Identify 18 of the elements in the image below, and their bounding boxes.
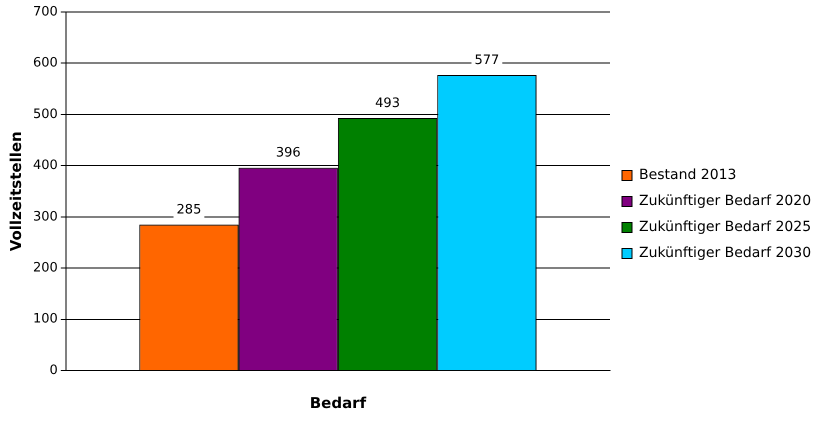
y-tick-label: 100: [32, 312, 58, 327]
y-tick-label: 400: [32, 158, 58, 174]
data-label: 396: [276, 146, 301, 161]
legend-label: Zukünftiger Bedarf 2030: [639, 245, 812, 262]
legend-label: Bestand 2013: [639, 167, 736, 184]
y-axis-title: Vollzeitstellen: [6, 131, 25, 252]
y-tick-label: 200: [32, 260, 58, 276]
y-tick-label: 300: [32, 209, 58, 224]
y-tick-label: 0: [50, 362, 58, 378]
y-tick-label: 600: [32, 56, 58, 71]
legend-label: Zukünftiger Bedarf 2020: [639, 193, 812, 210]
data-label: 285: [176, 202, 202, 218]
y-tick-label: 700: [32, 4, 58, 20]
y-tick-label: 500: [32, 106, 58, 122]
data-label: 577: [474, 52, 500, 68]
legend-label: Zukünftiger Bedarf 2025: [639, 219, 812, 236]
data-label: 493: [375, 96, 400, 111]
x-axis-title: Bedarf: [310, 394, 367, 412]
